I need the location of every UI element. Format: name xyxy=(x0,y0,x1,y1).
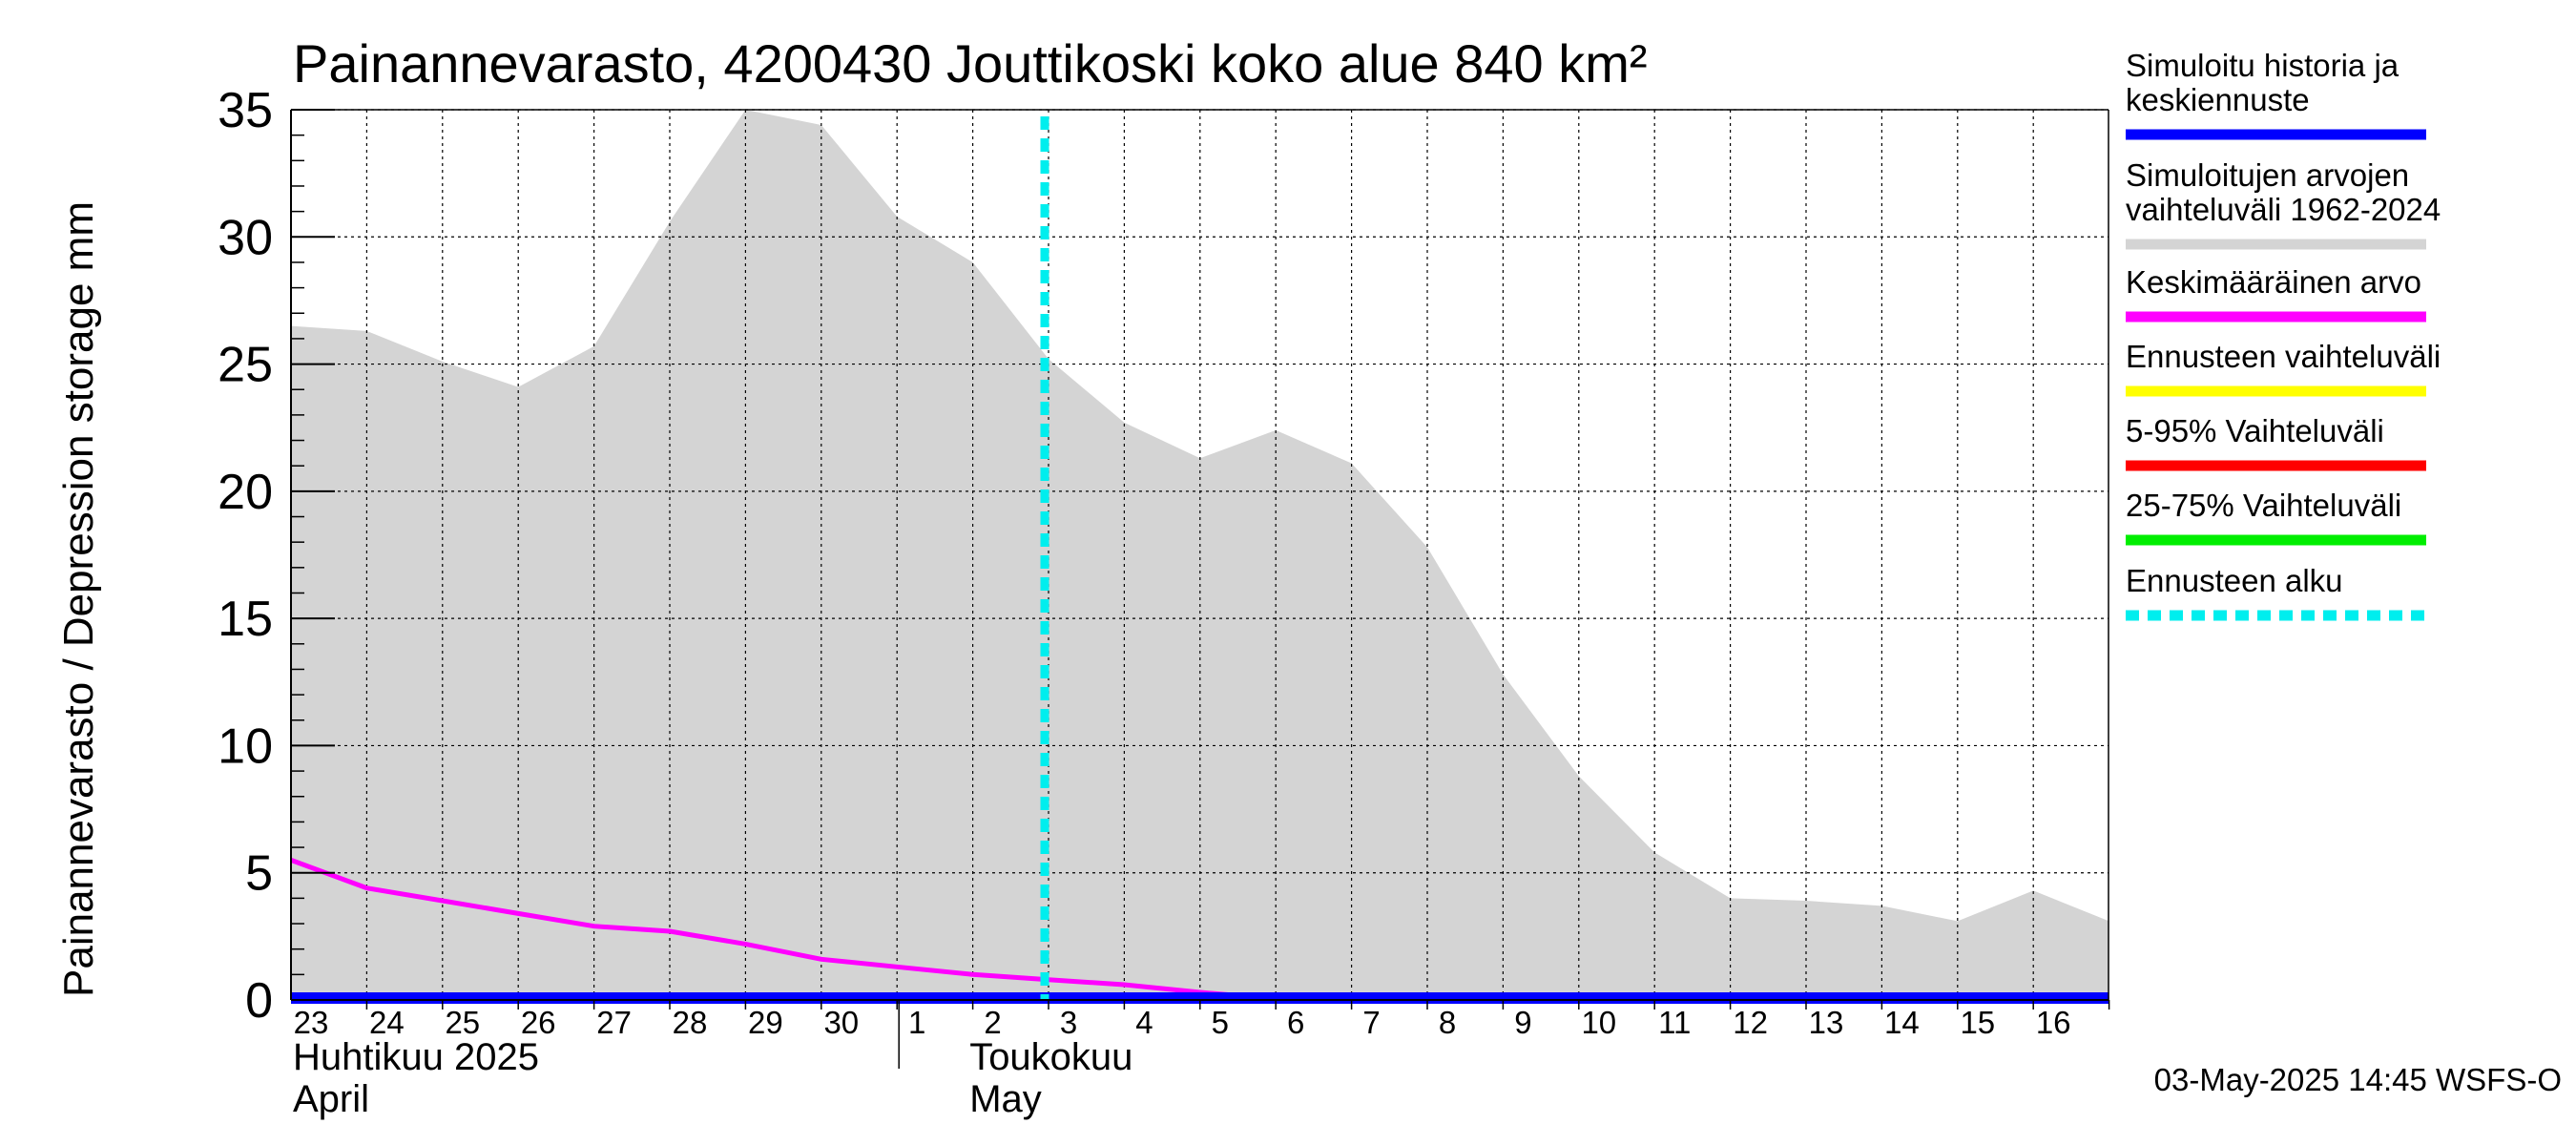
y-tick-label: 10 xyxy=(218,718,273,774)
x-tick-label: 28 xyxy=(673,1005,708,1040)
chart-title: Painannevarasto, 4200430 Jouttikoski kok… xyxy=(293,33,1648,94)
x-tick-label: 26 xyxy=(521,1005,556,1040)
x-tick-label: 4 xyxy=(1135,1005,1153,1040)
legend-label: vaihteluväli 1962-2024 xyxy=(2126,192,2441,227)
x-tick-label: 27 xyxy=(596,1005,632,1040)
y-tick-label: 5 xyxy=(245,846,273,902)
y-tick-label: 15 xyxy=(218,592,273,647)
x-tick-label: 9 xyxy=(1514,1005,1531,1040)
y-tick-label: 0 xyxy=(245,973,273,1029)
x-tick-label: 24 xyxy=(369,1005,405,1040)
x-tick-label: 23 xyxy=(294,1005,329,1040)
legend-label: keskiennuste xyxy=(2126,82,2310,117)
x-tick-label: 16 xyxy=(2036,1005,2071,1040)
y-tick-label: 20 xyxy=(218,465,273,520)
x-tick-label: 11 xyxy=(1658,1005,1691,1040)
x-tick-label: 29 xyxy=(748,1005,783,1040)
legend-label: Keskimääräinen arvo xyxy=(2126,264,2421,300)
x-tick-label: 15 xyxy=(1960,1005,1995,1040)
x-tick-label: 14 xyxy=(1884,1005,1920,1040)
x-tick-label: 12 xyxy=(1733,1005,1768,1040)
y-tick-label: 25 xyxy=(218,338,273,393)
x-tick-label: 6 xyxy=(1287,1005,1304,1040)
footer-timestamp: 03-May-2025 14:45 WSFS-O xyxy=(2154,1062,2562,1097)
x-tick-label: 1 xyxy=(908,1005,925,1040)
x-tick-label: 3 xyxy=(1060,1005,1077,1040)
x-tick-label: 2 xyxy=(984,1005,1001,1040)
legend-label: Ennusteen vaihteluväli xyxy=(2126,339,2441,374)
x-tick-label: 13 xyxy=(1809,1005,1844,1040)
month-label: Toukokuu xyxy=(969,1036,1132,1078)
month-label-english: April xyxy=(293,1078,369,1120)
legend-label: Simuloitujen arvojen xyxy=(2126,157,2409,193)
month-label: Huhtikuu 2025 xyxy=(293,1036,539,1078)
month-label-english: May xyxy=(969,1078,1042,1120)
y-tick-label: 35 xyxy=(218,83,273,138)
x-tick-label: 30 xyxy=(823,1005,859,1040)
x-tick-label: 25 xyxy=(445,1005,480,1040)
legend-label: 5-95% Vaihteluväli xyxy=(2126,413,2384,448)
x-tick-label: 7 xyxy=(1362,1005,1380,1040)
legend-label: Simuloitu historia ja xyxy=(2126,48,2399,83)
x-tick-label: 5 xyxy=(1212,1005,1229,1040)
y-axis-label: Painannevarasto / Depression storage mm xyxy=(55,201,102,997)
y-tick-label: 30 xyxy=(218,210,273,265)
legend-label: Ennusteen alku xyxy=(2126,563,2343,598)
legend-label: 25-75% Vaihteluväli xyxy=(2126,488,2401,523)
x-tick-label: 8 xyxy=(1439,1005,1456,1040)
x-tick-label: 10 xyxy=(1581,1005,1616,1040)
